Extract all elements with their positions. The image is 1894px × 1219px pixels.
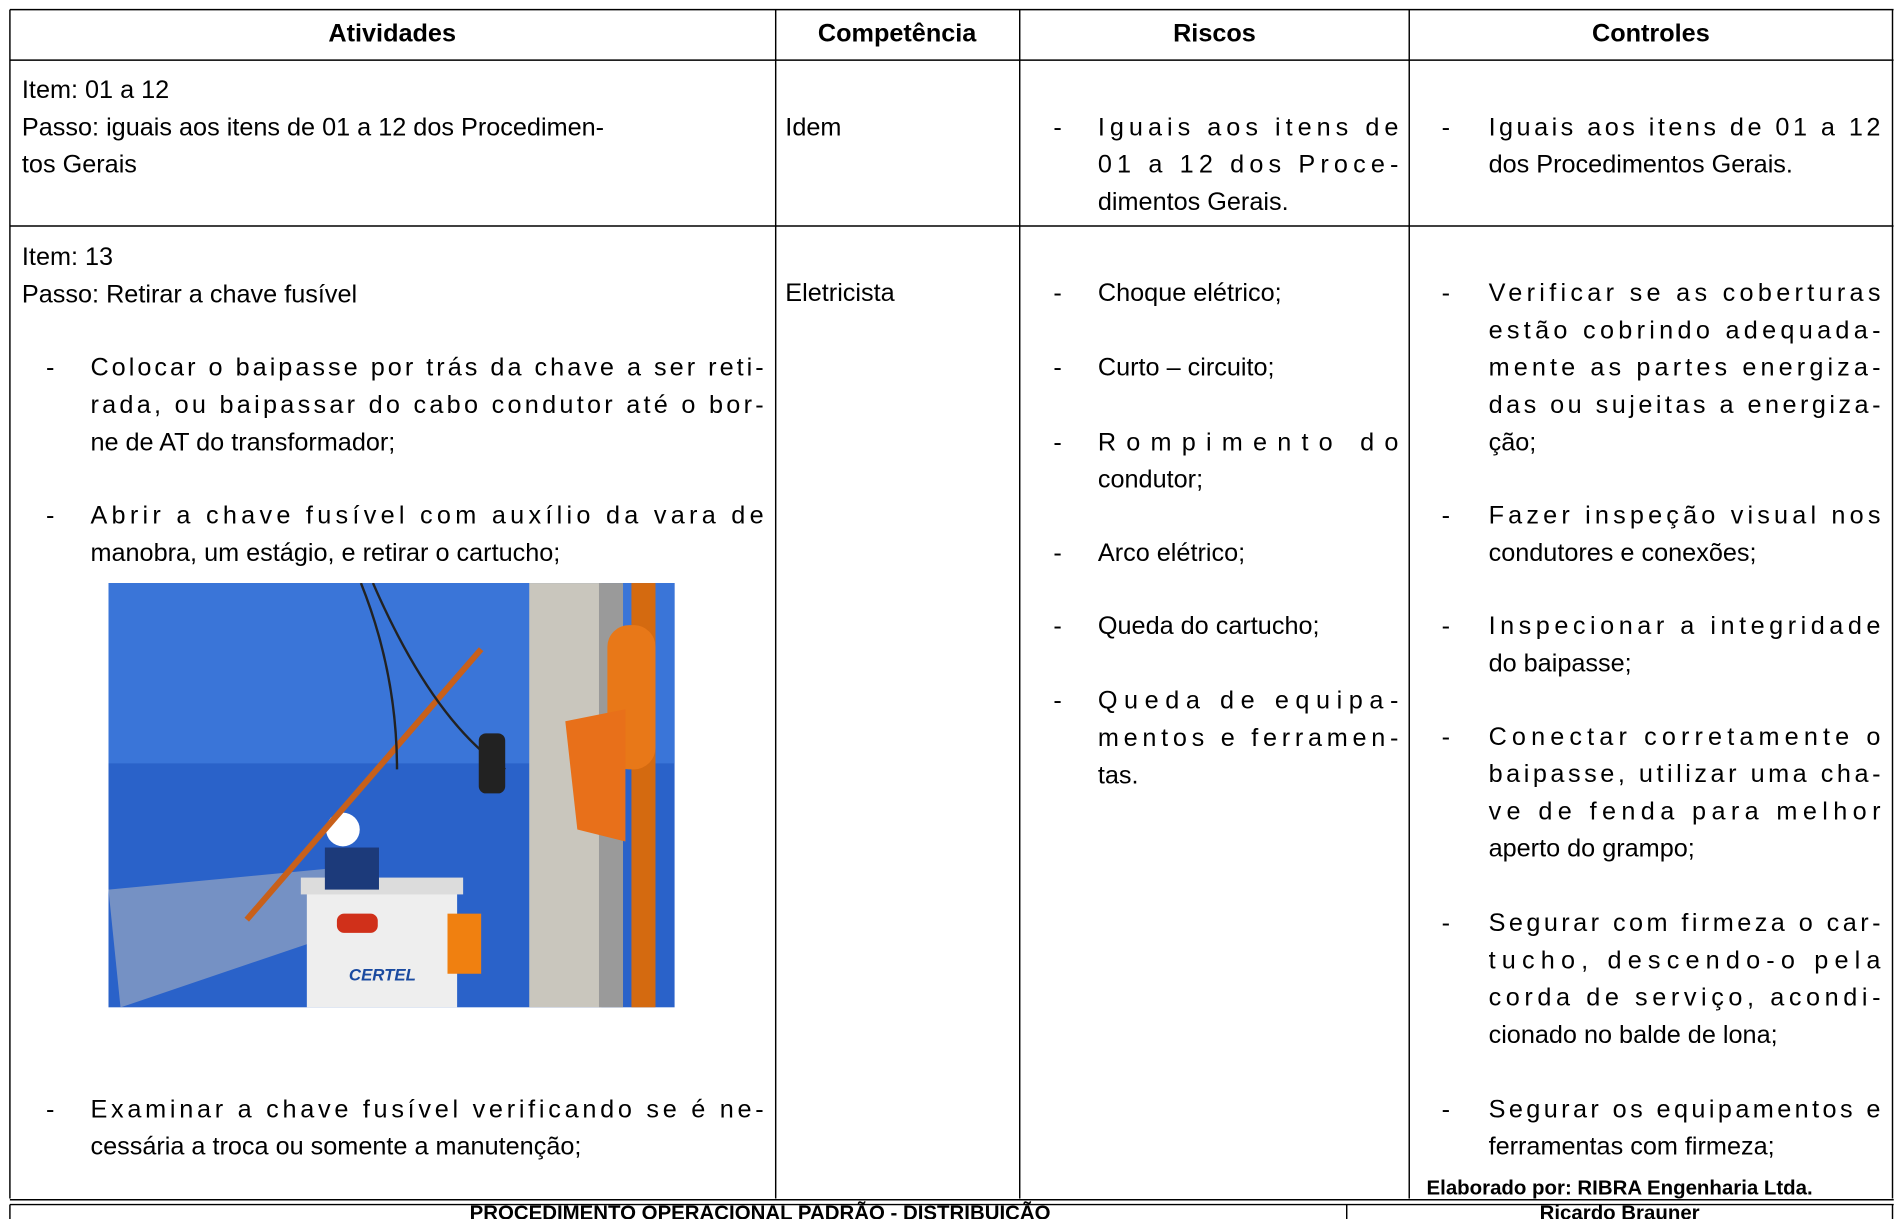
- risk-text: Arco elétrico;: [1098, 539, 1245, 567]
- bullet: -: [1053, 113, 1061, 141]
- competence: Idem: [785, 113, 841, 141]
- control-text: estão cobrindo adequada-: [1489, 316, 1881, 344]
- control-text: das ou sujeitas a energiza-: [1489, 391, 1881, 419]
- item-label: Item: 01 a 12: [22, 76, 169, 104]
- control-text: Inspecionar a integridade: [1489, 612, 1881, 640]
- risk-text: Queda do cartucho;: [1098, 612, 1320, 640]
- control-text: aperto do grampo;: [1489, 835, 1695, 863]
- photo: CERTEL: [108, 583, 675, 1008]
- bullet: -: [1053, 354, 1061, 382]
- control-text: baipasse, utilizar uma cha-: [1489, 760, 1881, 788]
- control-text: mente as partes energiza-: [1489, 354, 1881, 382]
- substep-text: rada, ou baipassar do cabo condutor até …: [90, 391, 763, 419]
- risk-text: Iguais aos itens de: [1098, 113, 1399, 141]
- bullet: -: [1053, 687, 1061, 715]
- bullet: -: [46, 502, 54, 530]
- control-text: Fazer inspeção visual nos: [1489, 502, 1881, 530]
- step-text: tos Gerais: [22, 151, 137, 179]
- control-text: Conectar corretamente o: [1489, 723, 1881, 751]
- step-text: Passo: Retirar a chave fusível: [22, 280, 357, 308]
- bullet: -: [1442, 1095, 1450, 1123]
- step-text: Passo: iguais aos itens de 01 a 12 dos P…: [22, 113, 604, 141]
- risk-text: 01 a 12 dos Proce-: [1098, 151, 1399, 179]
- column-header: Controles: [1592, 20, 1710, 48]
- item-label: Item: 13: [22, 243, 113, 271]
- substep-text: Colocar o baipasse por trás da chave a s…: [90, 354, 763, 382]
- control-text: ve de fenda para melhor: [1489, 797, 1881, 825]
- control-text: Segurar com firmeza o car-: [1489, 909, 1881, 937]
- column-header: Riscos: [1173, 20, 1256, 48]
- column-header: Atividades: [328, 20, 456, 48]
- risk-text: condutor;: [1098, 466, 1203, 494]
- bullet: -: [1442, 612, 1450, 640]
- bullet: -: [1442, 279, 1450, 307]
- risk-text: Curto – circuito;: [1098, 354, 1275, 382]
- risk-text: tas.: [1098, 761, 1139, 789]
- control-text: corda de serviço, acondi-: [1489, 984, 1881, 1012]
- bullet: -: [1053, 279, 1061, 307]
- substep-text: cessária a troca ou somente a manutenção…: [90, 1133, 581, 1161]
- control-text: Verificar se as coberturas: [1489, 279, 1881, 307]
- table: CERTEL Atividades Competência Riscos Contro…: [9, 8, 1894, 1199]
- bullet: -: [46, 354, 54, 382]
- control-text: ção;: [1489, 428, 1537, 456]
- substep-text: Abrir a chave fusível com auxílio da var…: [90, 502, 763, 530]
- control-text: tucho, descendo-o pela: [1489, 946, 1882, 974]
- substep-text: manobra, um estágio, e retirar o cartuch…: [90, 539, 560, 567]
- bullet: -: [1442, 723, 1450, 751]
- photo-logo: CERTEL: [349, 966, 416, 985]
- competence: Eletricista: [785, 279, 895, 307]
- bullet: -: [1442, 909, 1450, 937]
- footer-title: PROCEDIMENTO OPERACIONAL PADRÃO - DISTRI…: [470, 1202, 1051, 1219]
- bullet: -: [46, 1095, 54, 1123]
- substep-text: Examinar a chave fusível verificando se …: [90, 1095, 763, 1123]
- bullet: -: [1053, 612, 1061, 640]
- bullet: -: [1053, 539, 1061, 567]
- control-text: cionado no balde de lona;: [1489, 1021, 1778, 1049]
- risk-text: dimentos Gerais.: [1098, 188, 1289, 216]
- control-text: dos Procedimentos Gerais.: [1489, 151, 1793, 179]
- bullet: -: [1442, 502, 1450, 530]
- control-text: condutores e conexões;: [1489, 539, 1757, 567]
- risk-text: Rompimento do: [1098, 428, 1399, 456]
- footer-author: Ricardo Brauner: [1540, 1203, 1700, 1219]
- column-header: Competência: [818, 20, 977, 48]
- bullet: -: [1442, 113, 1450, 141]
- control-text: ferramentas com firmeza;: [1489, 1133, 1775, 1161]
- footer-author: Elaborado por: RIBRA Engenharia Ltda.: [1427, 1177, 1813, 1199]
- control-text: Iguais aos itens de 01 a 12: [1489, 113, 1881, 141]
- substep-text: ne de AT do transformador;: [90, 428, 395, 456]
- control-text: Segurar os equipamentos e: [1489, 1095, 1881, 1123]
- bullet: -: [1053, 428, 1061, 456]
- risk-text: Queda de equipa-: [1098, 687, 1399, 715]
- risk-text: mentos e ferramen-: [1098, 724, 1399, 752]
- risk-text: Choque elétrico;: [1098, 279, 1282, 307]
- control-text: do baipasse;: [1489, 649, 1632, 677]
